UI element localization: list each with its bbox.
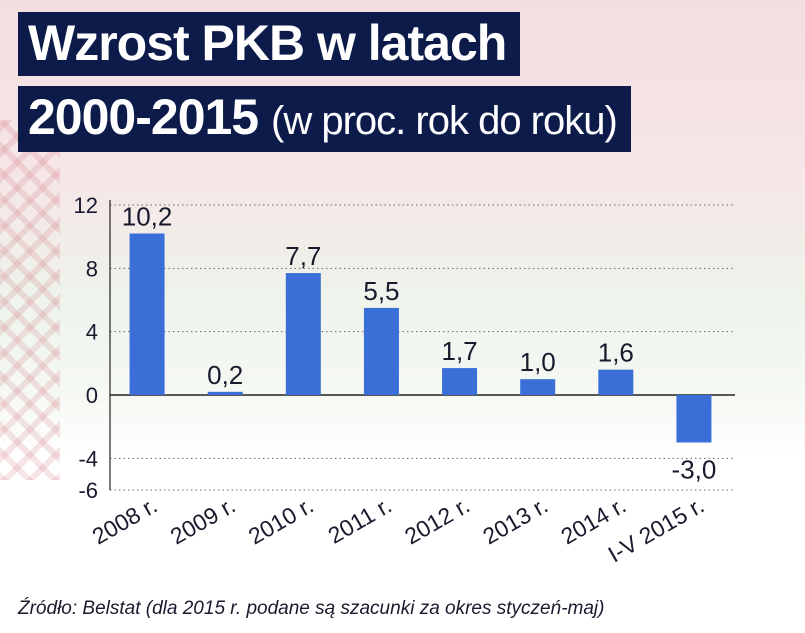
data-label: 1,7 (441, 336, 477, 366)
y-tick-label: 8 (86, 256, 98, 281)
ornament-pattern (0, 120, 60, 480)
bar (207, 391, 243, 395)
bar (442, 368, 478, 395)
source-note: Źródło: Belstat (dla 2015 r. podane są s… (18, 598, 605, 619)
x-tick-label: 2010 r. (244, 492, 318, 550)
data-label: 1,0 (520, 347, 556, 377)
title-years: 2000-2015 (28, 89, 259, 145)
title-unit: (w proc. rok do roku) (271, 99, 618, 143)
chart-title-line-1: Wzrost PKB w latach (18, 12, 521, 76)
bar (129, 233, 165, 395)
x-tick-label: 2011 r. (323, 492, 395, 549)
data-label: 10,2 (122, 202, 173, 232)
data-label: 5,5 (363, 276, 399, 306)
data-label: 1,6 (598, 338, 634, 368)
x-tick-label: 2008 r. (88, 492, 162, 550)
x-tick-label: 2012 r. (400, 492, 474, 550)
data-label: -3,0 (672, 455, 717, 485)
bar (676, 395, 712, 443)
y-tick-label: 12 (74, 193, 98, 218)
y-tick-label: -4 (78, 446, 98, 471)
bar (285, 273, 321, 395)
chart-title-line-2: 2000-2015 (w proc. rok do roku) (18, 86, 631, 152)
bar (598, 369, 634, 395)
data-label: 7,7 (285, 241, 321, 271)
y-tick-label: 4 (86, 320, 98, 345)
y-tick-label: -6 (78, 478, 98, 503)
y-tick-label: 0 (86, 383, 98, 408)
bar (363, 307, 399, 395)
title-text-1: Wzrost PKB w latach (28, 15, 507, 71)
x-tick-label: 2013 r. (478, 492, 552, 550)
bar (520, 379, 556, 395)
data-label: 0,2 (207, 360, 243, 390)
x-tick-label: 2009 r. (166, 492, 240, 550)
